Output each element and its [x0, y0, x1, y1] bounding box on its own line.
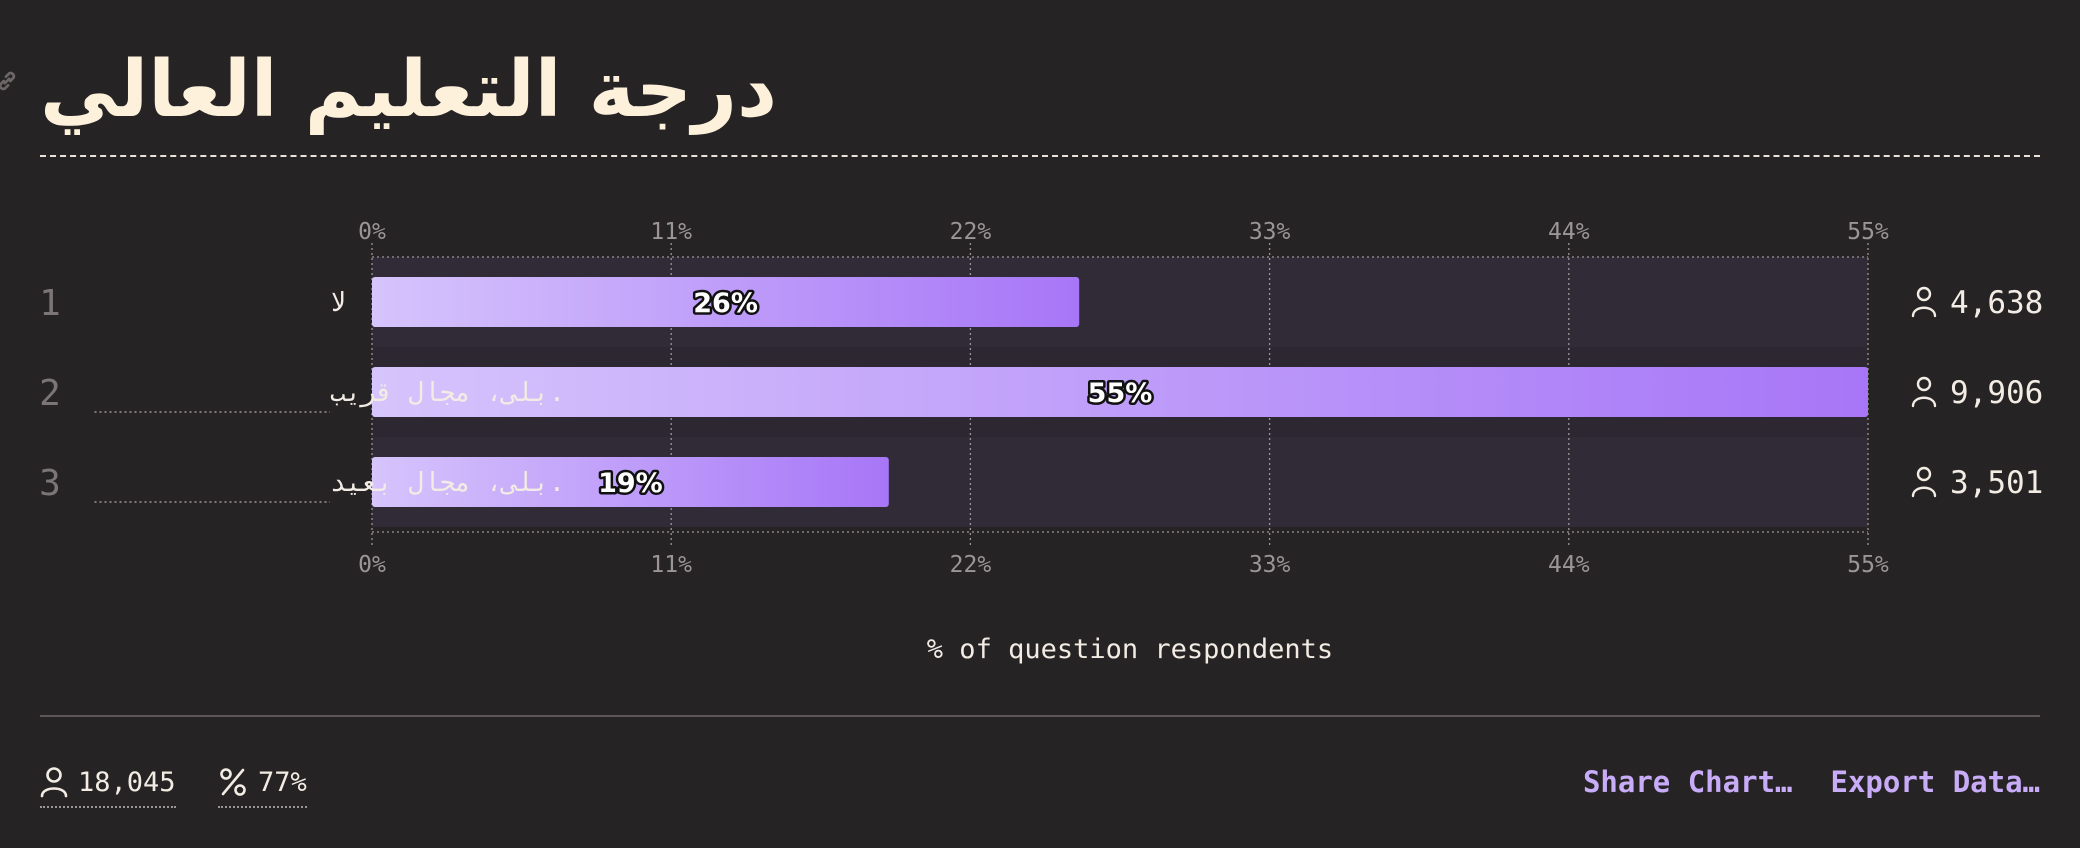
person-icon-head [1916, 466, 1932, 482]
link-icon[interactable] [0, 68, 20, 94]
x-tick-label-top: 44% [1548, 219, 1590, 245]
percent-icon [220, 768, 246, 796]
title-divider [40, 155, 2040, 157]
chart-actions: Share Chart… Export Data… [1583, 760, 2040, 804]
x-tick-label-bottom: 55% [1847, 552, 1889, 578]
x-tick-label-top: 11% [650, 219, 692, 245]
person-icon [40, 767, 68, 798]
x-tick-label-bottom: 0% [358, 552, 386, 578]
bar-chart: 0% 0% 11% 11% 22% 22% 33% 33% 44% 44% 55% 55% 26% 1 لا… [39, 219, 2043, 578]
person-icon-head [1916, 376, 1932, 392]
respondent-count: 4,638 [1950, 285, 2043, 321]
response-rate[interactable]: 77% [218, 760, 307, 808]
bar[interactable] [372, 367, 1868, 417]
respondent-count: 3,501 [1950, 465, 2043, 501]
row-number: 2 [39, 373, 61, 414]
person-icon-head [1916, 286, 1932, 302]
category-label[interactable]: .بلى، مجال قريب [330, 378, 565, 408]
data-label: 19% [598, 468, 663, 499]
data-label: 55% [1088, 378, 1153, 409]
total-respondents[interactable]: 18,045 [40, 760, 176, 808]
person-icon [1911, 466, 1937, 498]
row-number: 1 [39, 283, 61, 324]
share-chart-button[interactable]: Share Chart… [1582, 765, 1793, 799]
x-axis-title: % of question respondents [926, 634, 1334, 665]
data-label: 26% [693, 288, 758, 319]
category-label[interactable]: .بلى، مجال بعيد [330, 468, 565, 498]
total-respondents-value: 18,045 [78, 766, 176, 798]
response-rate-value: 77% [258, 766, 307, 798]
person-icon [1911, 376, 1937, 408]
respondent-count: 9,906 [1950, 375, 2043, 411]
category-label[interactable]: لا [330, 288, 346, 318]
row-number: 3 [39, 463, 61, 504]
x-tick-label-bottom: 11% [650, 552, 692, 578]
person-icon-body [1911, 396, 1937, 408]
x-tick-label-top: 55% [1847, 219, 1889, 245]
person-icon-body [1911, 306, 1937, 318]
bar[interactable] [372, 457, 889, 507]
x-tick-label-top: 0% [358, 219, 386, 245]
x-tick-label-top: 33% [1249, 219, 1291, 245]
x-tick-label-bottom: 33% [1249, 552, 1291, 578]
x-tick-label-top: 22% [950, 219, 992, 245]
page-title: درجة التعليم العالي [40, 45, 778, 135]
export-data-button[interactable]: Export Data… [1830, 765, 2040, 799]
x-tick-label-bottom: 44% [1548, 552, 1590, 578]
person-icon-body [1911, 486, 1937, 498]
footer-divider [40, 715, 2040, 717]
bar[interactable] [372, 277, 1080, 327]
person-icon [1911, 286, 1937, 318]
x-tick-label-bottom: 22% [950, 552, 992, 578]
